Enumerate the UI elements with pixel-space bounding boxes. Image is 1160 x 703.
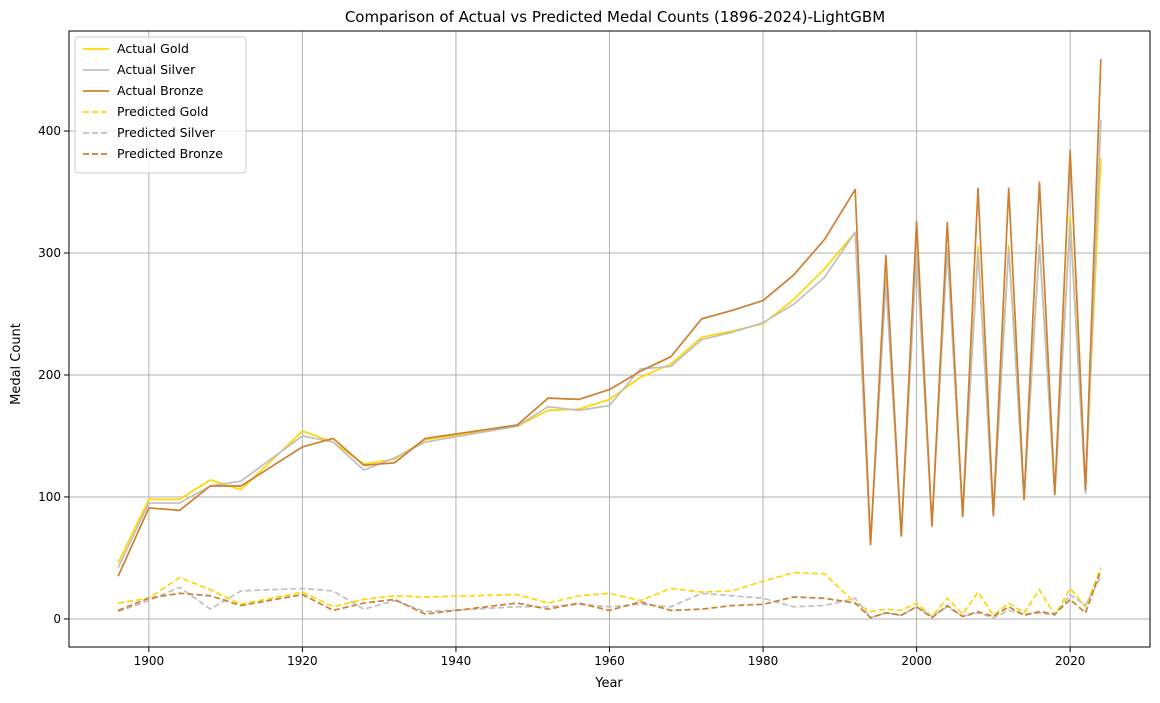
x-tick-label: 1920 (287, 654, 318, 668)
series-line-actual-bronze (117, 59, 1102, 577)
series-line-predicted-bronze (117, 569, 1102, 619)
legend-label: Actual Bronze (117, 83, 204, 98)
x-tick-label: 2000 (901, 654, 932, 668)
legend-label: Predicted Silver (117, 125, 216, 140)
series-line-predicted-silver (117, 575, 1102, 619)
y-tick-label: 0 (53, 612, 61, 626)
legend: Actual Gold Actual Silver Actual Bronze Pre… (74, 36, 247, 174)
series-lines (117, 59, 1102, 619)
legend-label: Predicted Gold (117, 104, 208, 119)
y-axis-ticks: 0 100 200 300 400 (38, 124, 69, 626)
x-tick-label: 1940 (441, 654, 472, 668)
legend-label: Actual Gold (117, 41, 189, 56)
x-tick-label: 1980 (748, 654, 779, 668)
legend-label: Predicted Bronze (117, 146, 223, 161)
chart-title: Comparison of Actual vs Predicted Medal … (345, 8, 885, 26)
series-line-predicted-gold (118, 567, 1102, 618)
y-tick-label: 400 (38, 124, 61, 138)
x-axis-label: Year (594, 676, 623, 691)
y-axis-label: Medal Count (9, 323, 24, 405)
x-tick-label: 1960 (594, 654, 625, 668)
x-tick-label: 1900 (134, 654, 165, 668)
legend-box (74, 36, 247, 174)
x-tick-label: 2020 (1055, 654, 1086, 668)
legend-label: Actual Silver (117, 62, 196, 77)
y-tick-label: 100 (38, 490, 61, 504)
x-axis-ticks: 1900 1920 1940 1960 1980 2000 2020 (134, 647, 1086, 668)
y-tick-label: 300 (38, 246, 61, 260)
y-tick-label: 200 (38, 368, 61, 382)
series-line-actual-silver (117, 120, 1102, 569)
